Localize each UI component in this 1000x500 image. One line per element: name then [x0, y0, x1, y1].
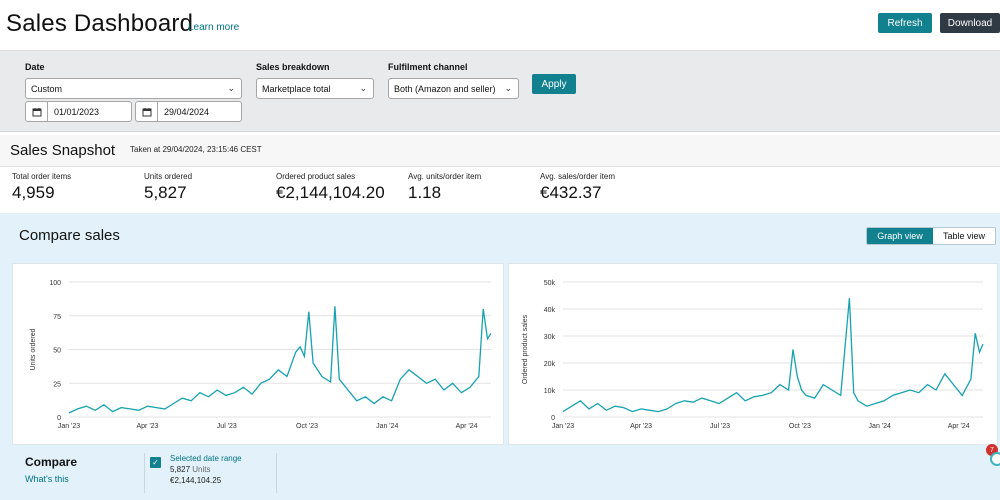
chevron-down-icon: ⌄ [504, 83, 512, 93]
units-value: 5,827 [170, 465, 191, 474]
x-tick-label: Jan '23 [552, 423, 574, 430]
y-tick-label: 50k [544, 280, 556, 287]
date-range-select[interactable]: Custom ⌄ [25, 78, 242, 99]
series-line [562, 298, 984, 413]
selected-range-label: Selected date range [170, 454, 242, 463]
help-chat-icon[interactable] [990, 452, 1000, 466]
metric-label: Total order items [12, 172, 72, 181]
metric-value: €432.37 [540, 183, 602, 202]
metric-ordered-product-sales: Ordered product sales €2,144,104.20 [276, 172, 385, 203]
chevron-down-icon: ⌄ [227, 83, 235, 93]
metric-label: Ordered product sales [276, 172, 356, 181]
filter-bar: Date Custom ⌄ 01/01/2023 29/04/2024 Sale… [0, 50, 1000, 132]
snapshot-title: Sales Snapshot [10, 142, 116, 159]
x-tick-label: Apr '23 [630, 423, 652, 430]
x-tick-label: Oct '23 [296, 423, 318, 430]
whats-this-link[interactable]: What's this [25, 474, 69, 484]
snapshot-timestamp: Taken at 29/04/2024, 23:15:46 CEST [130, 145, 262, 154]
divider [144, 453, 145, 493]
y-tick-label: 100 [49, 280, 61, 287]
series-line [68, 306, 492, 414]
y-axis-label: Ordered product sales [522, 314, 529, 384]
metric-value: 5,827 [144, 183, 187, 202]
metric-avg-sales: Avg. sales/order item €432.37 [540, 172, 615, 203]
x-tick-label: Jan '24 [869, 423, 891, 430]
x-tick-label: Oct '23 [789, 423, 811, 430]
y-tick-label: 40k [544, 307, 556, 314]
y-tick-label: 10k [544, 388, 556, 395]
y-tick-label: 0 [551, 415, 555, 422]
table-view-button[interactable]: Table view [933, 228, 995, 244]
metric-units-ordered: Units ordered 5,827 [144, 172, 192, 203]
page-title: Sales Dashboard [6, 10, 194, 37]
y-tick-label: 20k [544, 361, 556, 368]
start-date-value: 01/01/2023 [54, 106, 100, 117]
selected-range-units: 5,827 Units [170, 465, 211, 474]
download-button[interactable]: Download [940, 13, 1000, 33]
graph-view-button[interactable]: Graph view [867, 228, 933, 244]
calendar-icon[interactable] [136, 102, 158, 121]
metric-value: 1.18 [408, 183, 442, 202]
x-tick-label: Apr '24 [948, 423, 970, 430]
y-tick-label: 50 [53, 348, 61, 355]
calendar-icon[interactable] [26, 102, 48, 121]
units-chart-panel: 0 25 50 75 100 Jan '23 Apr '23 Jul '23 Oct '23 Ja… [12, 263, 504, 445]
x-tick-label: Apr '23 [136, 423, 158, 430]
compare-sales-title: Compare sales [19, 227, 120, 244]
y-axis-label: Units ordered [30, 328, 37, 370]
fulfilment-value: Both (Amazon and seller) [394, 83, 496, 94]
chevron-down-icon: ⌄ [359, 83, 367, 93]
y-tick-label: 75 [53, 314, 61, 321]
y-tick-label: 30k [544, 334, 556, 341]
apply-button[interactable]: Apply [532, 74, 576, 94]
x-tick-label: Jul '23 [710, 423, 730, 430]
fulfilment-label: Fulfilment channel [388, 62, 468, 72]
check-icon: ✓ [152, 458, 159, 467]
y-tick-label: 0 [57, 415, 61, 422]
x-tick-label: Jan '23 [58, 423, 80, 430]
x-tick-label: Jul '23 [217, 423, 237, 430]
ordered-sales-chart: 0 10k 20k 30k 40k 50k Jan '23 Apr '23 Jul '23 Oct… [522, 280, 984, 430]
compare-sales-section: Compare sales Graph view Table view 0 25 5… [0, 213, 1000, 500]
header: Sales Dashboard Learn more Refresh Downl… [0, 0, 1000, 50]
learn-more-link[interactable]: Learn more [188, 22, 240, 33]
divider [276, 453, 277, 493]
date-label: Date [25, 62, 45, 72]
metric-label: Units ordered [144, 172, 193, 181]
metric-value: 4,959 [12, 183, 55, 202]
selected-range-sales: €2,144,104.25 [170, 476, 222, 485]
units-word: Units [192, 465, 211, 474]
metric-value: €2,144,104.20 [276, 183, 385, 202]
x-tick-label: Apr '24 [456, 423, 478, 430]
selected-range-checkbox[interactable]: ✓ [150, 457, 161, 468]
y-tick-label: 25 [53, 381, 61, 388]
breakdown-value: Marketplace total [262, 83, 331, 94]
metric-label: Avg. sales/order item [540, 172, 615, 181]
metric-label: Avg. units/order item [408, 172, 482, 181]
x-tick-label: Jan '24 [376, 423, 398, 430]
fulfilment-channel-select[interactable]: Both (Amazon and seller) ⌄ [388, 78, 519, 99]
refresh-button[interactable]: Refresh [878, 13, 932, 33]
sales-breakdown-select[interactable]: Marketplace total ⌄ [256, 78, 374, 99]
compare-label: Compare [25, 455, 78, 469]
end-date-field[interactable]: 29/04/2024 [135, 101, 242, 122]
units-ordered-chart: 0 25 50 75 100 Jan '23 Apr '23 Jul '23 Oct '23 Ja… [30, 280, 492, 430]
date-range-value: Custom [31, 83, 63, 94]
metric-total-order-items: Total order items 4,959 [12, 172, 71, 203]
end-date-value: 29/04/2024 [164, 106, 210, 117]
metric-avg-units: Avg. units/order item 1.18 [408, 172, 481, 203]
sales-chart-panel: 0 10k 20k 30k 40k 50k Jan '23 Apr '23 Jul '23 Oct… [508, 263, 998, 445]
snapshot-header: Sales Snapshot Taken at 29/04/2024, 23:1… [0, 135, 1000, 167]
view-toggle: Graph view Table view [866, 227, 996, 245]
start-date-field[interactable]: 01/01/2023 [25, 101, 132, 122]
breakdown-label: Sales breakdown [256, 62, 330, 72]
